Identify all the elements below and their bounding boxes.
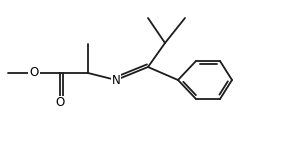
Text: N: N <box>112 74 120 86</box>
Text: O: O <box>29 66 39 80</box>
Text: O: O <box>55 96 65 110</box>
